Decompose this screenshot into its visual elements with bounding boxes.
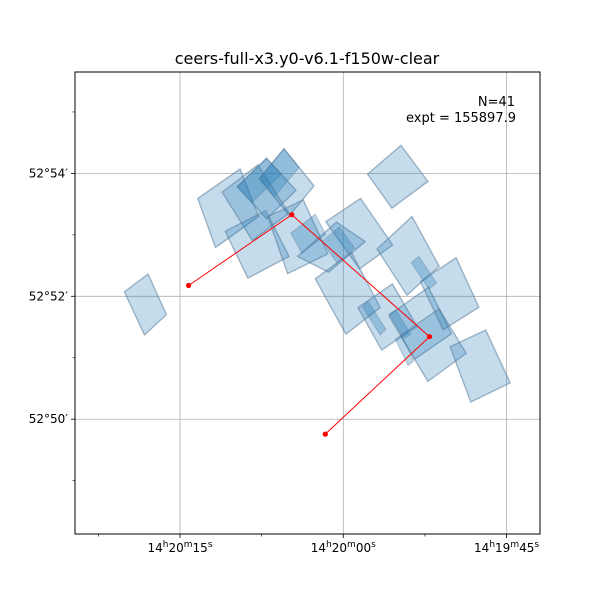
footprint-overlap-2 — [290, 213, 327, 255]
footprint-overlap-3 — [321, 226, 356, 264]
footprint-11 — [356, 282, 418, 352]
footprint-15 — [449, 329, 512, 403]
footprint-3 — [221, 163, 290, 242]
footprint-8 — [366, 144, 429, 210]
y-tick-label-0: 52°54′ — [29, 166, 69, 180]
footprint-overlaps — [236, 147, 438, 367]
chart-title: ceers-full-x3.y0-v6.1-f150w-clear — [175, 49, 440, 68]
exposure-time-label: expt = 155897.9 — [406, 111, 516, 126]
y-tick-label-1: 52°52′ — [29, 289, 69, 303]
count-label: N=41 — [478, 95, 515, 110]
footprint-10 — [376, 215, 441, 297]
footprint-6 — [296, 221, 367, 274]
footprint-overlap-7 — [394, 334, 415, 367]
path-point-2 — [426, 334, 433, 340]
y-tick-label-2: 52°50′ — [29, 412, 69, 426]
footprint-polygons — [123, 144, 512, 403]
footprint-9 — [314, 251, 381, 336]
x-tick-label-1: 14h20m00s — [311, 540, 376, 555]
path-point-1 — [289, 212, 295, 218]
footprint-16 — [123, 273, 168, 337]
path-point-0 — [186, 282, 192, 289]
path-line — [188, 214, 431, 435]
x-tick-label-2: 14h19m45s — [474, 540, 539, 555]
footprint-5 — [266, 198, 329, 275]
grid-lines — [75, 72, 540, 534]
footprint-overlap-6 — [361, 300, 387, 336]
footprint-overlap-4 — [410, 255, 438, 290]
path-point-3 — [322, 431, 328, 437]
footprint-overlap-5 — [388, 309, 412, 339]
footprint-1 — [258, 147, 315, 217]
dither-path — [186, 212, 433, 437]
axis-ticks: 14h20m15s 14h20m00s 14h19m45s 52°54′ 52°52′ 5… — [29, 111, 539, 555]
footprint-14 — [399, 307, 468, 383]
footprint-overlap-0 — [236, 157, 283, 204]
footprint-7 — [324, 197, 394, 270]
axes-frame — [74, 71, 541, 535]
footprint-overlap-1 — [258, 147, 300, 198]
footprint-2 — [196, 167, 260, 249]
x-tick-label-0: 14h20m15s — [147, 540, 212, 555]
